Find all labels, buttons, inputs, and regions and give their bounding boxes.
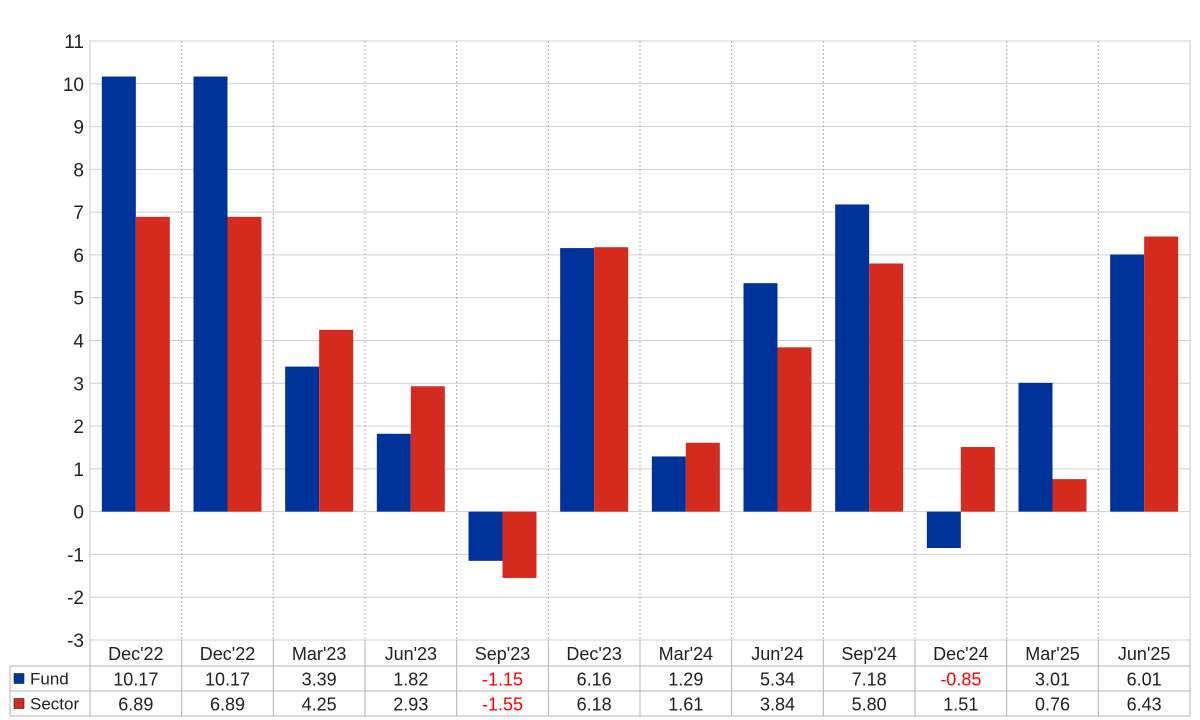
sector-bar (1052, 479, 1087, 512)
fund-bar (560, 248, 595, 512)
table-value: 6.16 (577, 670, 612, 690)
table-value: 3.01 (1035, 670, 1070, 690)
sector-bar (319, 329, 354, 512)
y-axis: -3 -2 -1 0 1 2 3 4 5 6 7 8 9 10 11 (63, 32, 85, 652)
table-value: 1.51 (943, 695, 978, 715)
fund-bar (285, 366, 320, 512)
table-value: 1.61 (668, 695, 703, 715)
x-category-label: Mar'24 (659, 644, 713, 664)
x-category-label: Dec'23 (566, 644, 621, 664)
fund-bar (835, 204, 870, 512)
grid-lines (89, 40, 1191, 641)
x-category-label: Jun'24 (751, 644, 803, 664)
y-tick-label: 4 (73, 332, 84, 353)
x-category-label: Dec'22 (200, 644, 255, 664)
table-value: 5.80 (852, 695, 887, 715)
x-category-label: Jun'25 (1118, 644, 1170, 664)
data-table: Dec'22 Dec'22 Mar'23 Jun'23 Sep'23 Dec'23 Mar'… (9, 640, 1191, 717)
sector-bar (227, 216, 262, 512)
fund-bar (101, 76, 136, 512)
table-value: 6.43 (1127, 695, 1162, 715)
y-tick-label: 11 (64, 32, 84, 53)
table-value: 10.17 (205, 670, 250, 690)
y-tick-label: 0 (73, 503, 84, 524)
y-tick-label: -1 (67, 545, 84, 566)
sector-bar (410, 386, 445, 512)
y-tick-label: 10 (63, 75, 84, 96)
legend-series-name: Fund (30, 670, 69, 689)
sector-bar (777, 347, 812, 512)
sector-bar (685, 442, 720, 512)
x-category-label: Sep'23 (475, 644, 531, 664)
x-category-label: Jun'23 (385, 644, 437, 664)
y-tick-label: 2 (73, 417, 84, 438)
table-value: 6.89 (118, 695, 153, 715)
table-value: -1.15 (482, 670, 523, 690)
fund-bar (1018, 382, 1053, 512)
table-value: 5.34 (760, 670, 795, 690)
sector-bar (502, 511, 537, 578)
legend-swatch (13, 673, 25, 684)
y-tick-label: 9 (73, 118, 84, 139)
y-tick-label: 6 (73, 246, 84, 267)
sector-bar (1144, 236, 1179, 512)
sector-bar (135, 216, 170, 512)
sector-bar (960, 447, 995, 512)
table-value: 6.18 (577, 695, 612, 715)
table-value: 6.89 (210, 695, 245, 715)
table-value: 10.17 (113, 670, 158, 690)
table-value: 0.76 (1035, 695, 1070, 715)
fund-bar (651, 456, 686, 512)
x-category-label: Dec'22 (108, 644, 163, 664)
table-value: 1.29 (668, 670, 703, 690)
x-category-label: Sep'24 (841, 644, 897, 664)
bars (101, 76, 1179, 578)
x-category-label: Mar'25 (1025, 644, 1079, 664)
table-value: 7.18 (852, 670, 887, 690)
legend-swatch (13, 698, 25, 709)
y-tick-label: 3 (73, 374, 84, 395)
table-value: 2.93 (393, 695, 428, 715)
fund-bar (468, 511, 503, 561)
fund-bar (926, 511, 961, 549)
table-value: 3.39 (302, 670, 337, 690)
fund-bar (193, 76, 228, 512)
table-value: 6.01 (1127, 670, 1162, 690)
y-tick-label: 1 (73, 460, 84, 481)
table-value: 1.82 (393, 670, 428, 690)
y-tick-label: 5 (73, 289, 84, 310)
y-tick-label: -3 (67, 631, 84, 652)
table-value: 3.84 (760, 695, 795, 715)
y-tick-label: 7 (73, 203, 84, 224)
fund-bar (376, 433, 411, 512)
sector-bar (594, 247, 629, 512)
table-value: -0.85 (940, 670, 981, 690)
y-tick-label: -2 (67, 588, 84, 609)
y-tick-label: 8 (73, 160, 84, 181)
fund-bar (743, 283, 778, 512)
table-value: 4.25 (302, 695, 337, 715)
x-category-label: Dec'24 (933, 644, 988, 664)
sector-bar (869, 263, 904, 512)
x-category-label: Mar'23 (292, 644, 346, 664)
table-value: -1.55 (482, 695, 523, 715)
fund-bar (1110, 254, 1145, 512)
legend-series-name: Sector (30, 695, 79, 714)
